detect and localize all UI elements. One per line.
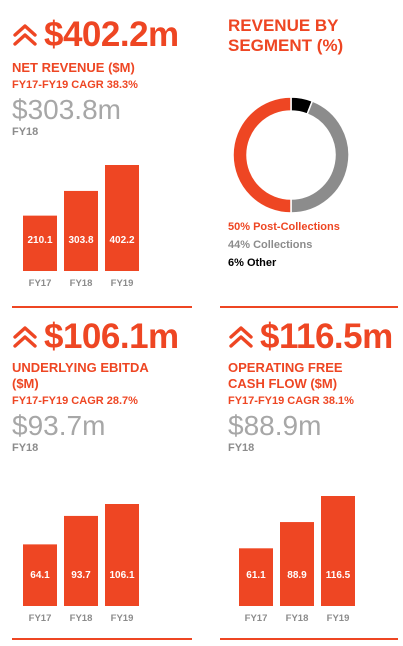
cash-flow-label: OPERATING FREE CASH FLOW ($m)	[228, 360, 343, 391]
divider-line	[12, 638, 192, 640]
net-revenue-headline: $402.2m	[12, 14, 192, 54]
ebitda-prior-label: FY18	[12, 442, 39, 454]
bar-value-label: 64.1	[30, 570, 50, 581]
bar-value-label: 61.1	[246, 570, 266, 581]
donut-slice-post-collections	[232, 96, 292, 214]
cash-flow-cagr: FY17-FY19 CAGR 38.1%	[228, 395, 354, 407]
bar-fy19	[321, 496, 355, 606]
x-tick-label: FY19	[111, 613, 134, 624]
bar-fy17	[239, 548, 273, 606]
bar-fy18	[280, 522, 314, 606]
ebitda-value: $106.1m	[44, 316, 179, 356]
cash-flow-prior-value: $88.9m	[228, 410, 322, 441]
net-revenue-value: $402.2m	[44, 14, 179, 54]
legend-collections: 44% Collections	[228, 239, 313, 251]
x-tick-label: FY18	[70, 278, 93, 289]
net-revenue-cagr: FY17-FY19 CAGR 38.3%	[12, 79, 138, 91]
revenue-segment-donut-chart	[232, 96, 350, 214]
ebitda-cagr: FY17-FY19 CAGR 28.7%	[12, 395, 138, 407]
bar-fy18	[64, 190, 98, 271]
legend-post-collections: 50% Post-Collections	[228, 221, 340, 233]
bar-fy19	[105, 165, 139, 271]
net-revenue-bar-chart: 210.1 FY17 303.8 FY18 402.2 FY19	[23, 165, 139, 289]
double-chevron-up-icon	[229, 326, 253, 348]
ebitda-label: UNDERLYING EBITDA ($m)	[12, 360, 149, 391]
double-chevron-up-icon	[13, 24, 37, 46]
cash-flow-bar-chart: 61.1 FY17 88.9 FY18 116.5 FY19	[239, 496, 355, 624]
cash-flow-value: $116.5m	[260, 316, 393, 356]
x-tick-label: FY17	[245, 613, 268, 624]
cash-flow-prior-label: FY18	[228, 442, 255, 454]
bar-value-label: 303.8	[68, 235, 93, 246]
revenue-segment-panel: REVENUE BY SEGMENT (%)	[228, 16, 403, 56]
cash-flow-headline: $116.5m	[228, 316, 403, 356]
bar-value-label: 210.1	[27, 235, 52, 246]
divider-line	[220, 306, 398, 308]
bar-value-label: 93.7	[71, 570, 91, 581]
legend-other: 6% Other	[228, 257, 277, 269]
ebitda-headline: $106.1m	[12, 316, 192, 356]
x-tick-label: FY17	[29, 278, 52, 289]
bar-value-label: 88.9	[287, 570, 307, 581]
ebitda-prior-value: $93.7m	[12, 410, 106, 441]
bar-fy17	[23, 544, 57, 606]
bar-value-label: 116.5	[326, 570, 351, 581]
net-revenue-panel: $402.2m NET REVENUE ($m) FY17-FY19 CAGR …	[12, 14, 192, 139]
bar-value-label: 402.2	[109, 235, 134, 246]
ebitda-bar-chart: 64.1 FY17 93.7 FY18 106.1 FY19	[23, 504, 139, 624]
x-tick-label: FY19	[327, 613, 350, 624]
bar-value-label: 106.1	[109, 570, 134, 581]
x-tick-label: FY17	[29, 613, 52, 624]
bar-fy18	[64, 515, 98, 606]
donut-slice-collections	[290, 100, 350, 214]
bar-fy17	[23, 215, 57, 271]
x-tick-label: FY18	[286, 613, 309, 624]
x-tick-label: FY19	[111, 278, 134, 289]
ebitda-panel: $106.1m UNDERLYING EBITDA ($m) FY17-FY19…	[12, 316, 192, 455]
net-revenue-label: NET REVENUE ($m)	[12, 60, 135, 75]
divider-line	[220, 638, 398, 640]
x-tick-label: FY18	[70, 613, 93, 624]
net-revenue-prior-label: FY18	[12, 126, 39, 138]
net-revenue-prior-value: $303.8m	[12, 94, 121, 125]
double-chevron-up-icon	[13, 326, 37, 348]
segment-title: REVENUE BY SEGMENT (%)	[228, 16, 344, 55]
divider-line	[12, 306, 192, 308]
cash-flow-panel: $116.5m OPERATING FREE CASH FLOW ($m) FY…	[228, 316, 403, 455]
bar-fy19	[105, 504, 139, 606]
segment-legend: 50% Post-Collections 44% Collections 6% …	[228, 218, 340, 272]
